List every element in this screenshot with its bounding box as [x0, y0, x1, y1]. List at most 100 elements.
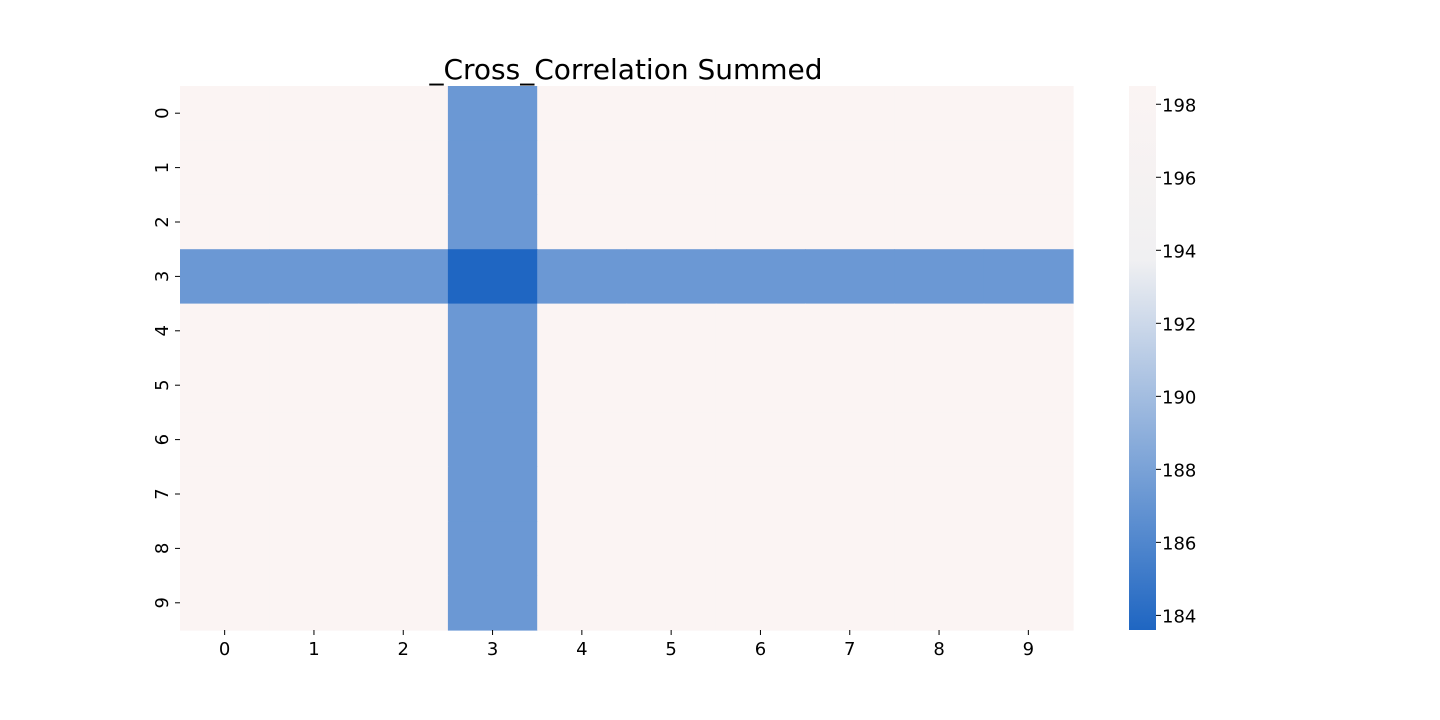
heatmap-cell: [626, 521, 717, 577]
heatmap-cell: [894, 249, 985, 305]
heatmap-cell: [805, 521, 895, 577]
y-tick-label: 6: [152, 434, 173, 445]
heatmap-cell: [358, 466, 449, 522]
heatmap-cell: [894, 86, 985, 141]
heatmap-cell: [537, 412, 628, 468]
chart-title: _Cross_Correlation Summed: [428, 53, 822, 86]
heatmap-cell: [715, 575, 806, 631]
heatmap-cell: [537, 466, 628, 522]
y-tick-label: 3: [152, 271, 173, 282]
x-tick-label: 3: [487, 639, 498, 660]
colorbar-tick-label: 186: [1162, 533, 1196, 554]
heatmap-cell: [537, 140, 628, 196]
heatmap-cell: [626, 86, 717, 141]
heatmap-cell: [894, 521, 985, 577]
heatmap-cell: [180, 140, 270, 196]
heatmap-cell: [626, 412, 717, 468]
x-tick-label: 9: [1023, 639, 1034, 660]
heatmap-cell: [358, 521, 449, 577]
x-tick-label: 2: [398, 639, 409, 660]
x-axis: 0 1 2 3 4 5 6 7 8 9: [219, 630, 1034, 660]
y-tick-label: 7: [152, 488, 173, 499]
heatmap-cell: [983, 358, 1074, 413]
heatmap-cell: [447, 575, 538, 631]
colorbar-tick-label: 184: [1162, 606, 1196, 627]
colorbar: 184 186 188 190 192 194 196 198: [1129, 86, 1196, 630]
heatmap-cell: [715, 466, 806, 522]
heatmap-cell: [805, 86, 895, 141]
heatmap-cell: [626, 358, 717, 413]
colorbar-tick-label: 198: [1162, 95, 1196, 116]
heatmap-cell: [983, 575, 1074, 631]
heatmap-cell: [626, 194, 717, 250]
heatmap-cell: [983, 140, 1074, 196]
y-tick-label: 8: [152, 543, 173, 554]
heatmap-cell: [894, 412, 985, 468]
colorbar-tick-label: 196: [1162, 168, 1196, 189]
heatmap-cell: [269, 358, 360, 413]
heatmap-cell: [983, 412, 1074, 468]
heatmap-cell: [894, 140, 985, 196]
colorbar-tick-label: 192: [1162, 314, 1196, 335]
heatmap-cell: [894, 466, 985, 522]
heatmap-cell: [983, 86, 1074, 141]
heatmap-cell: [715, 412, 806, 468]
heatmap-cell: [983, 249, 1074, 305]
heatmap-cell: [626, 249, 717, 305]
heatmap-cell: [180, 575, 270, 631]
heatmap-cell: [805, 249, 895, 305]
heatmap-cell: [537, 194, 628, 250]
heatmap-cell: [447, 194, 538, 250]
heatmap-cell: [805, 575, 895, 631]
heatmap-cell: [805, 303, 895, 359]
heatmap-cell: [805, 140, 895, 196]
heatmap-cell: [180, 358, 270, 413]
heatmap-cell: [180, 249, 270, 305]
heatmap-cell: [269, 303, 360, 359]
heatmap-cell: [983, 194, 1074, 250]
heatmap-cell: [180, 86, 270, 141]
heatmap-cell: [715, 521, 806, 577]
x-tick-label: 6: [755, 639, 766, 660]
heatmap-cell: [358, 249, 449, 305]
heatmap-cell: [626, 466, 717, 522]
heatmap-cell: [447, 303, 538, 359]
heatmap-cell: [715, 358, 806, 413]
x-tick-label: 5: [665, 639, 676, 660]
heatmap-cell: [715, 140, 806, 196]
heatmap-cell: [180, 466, 270, 522]
heatmap-cell: [715, 249, 806, 305]
heatmap-cell: [180, 194, 270, 250]
heatmap-cell: [180, 521, 270, 577]
y-tick-label: 5: [152, 379, 173, 390]
heatmap-cell: [358, 194, 449, 250]
heatmap-cell: [894, 194, 985, 250]
heatmap-cell: [894, 303, 985, 359]
y-tick-label: 9: [152, 597, 173, 608]
y-tick-label: 1: [152, 162, 173, 173]
colorbar-tick-label: 188: [1162, 460, 1196, 481]
heatmap-cell: [269, 86, 360, 141]
x-tick-label: 8: [933, 639, 944, 660]
heatmap-cell: [358, 412, 449, 468]
heatmap-cell: [537, 249, 628, 305]
heatmap-cells: [180, 86, 1074, 631]
heatmap-cell: [180, 303, 270, 359]
heatmap-cell: [447, 358, 538, 413]
x-tick-label: 0: [219, 639, 230, 660]
heatmap-cell: [269, 194, 360, 250]
heatmap-cell: [447, 521, 538, 577]
colorbar-gradient: [1129, 86, 1156, 630]
heatmap-cell: [983, 521, 1074, 577]
heatmap-cell: [626, 575, 717, 631]
heatmap-cell: [805, 412, 895, 468]
heatmap-cell: [447, 249, 538, 305]
heatmap-cell: [269, 412, 360, 468]
heatmap-cell: [358, 86, 449, 141]
colorbar-ticks: 184 186 188 190 192 194 196 198: [1156, 95, 1196, 627]
heatmap-cell: [537, 358, 628, 413]
y-tick-label: 0: [152, 107, 173, 118]
heatmap-cell: [715, 303, 806, 359]
heatmap-cell: [358, 358, 449, 413]
